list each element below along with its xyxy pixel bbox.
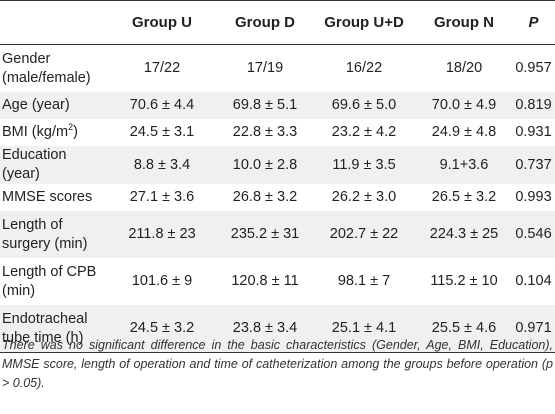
table-row: BMI (kg/m2) 24.5 ± 3.1 22.8 ± 3.3 23.2 ±… bbox=[0, 119, 555, 146]
table-row: Education (year) 8.8 ± 3.4 10.0 ± 2.8 11… bbox=[0, 146, 555, 184]
cell-group-d: 120.8 ± 11 bbox=[218, 258, 312, 305]
cell-group-u: 101.6 ± 9 bbox=[106, 258, 218, 305]
cell-group-n: 115.2 ± 10 bbox=[416, 258, 512, 305]
cell-group-d: 23.8 ± 3.4 bbox=[218, 305, 312, 353]
table-row: Gender (male/female) 17/22 17/19 16/22 1… bbox=[0, 44, 555, 92]
characteristics-table-container: Group U Group D Group U+D Group N P Gend… bbox=[0, 0, 555, 353]
table-row: Length of CPB (min) 101.6 ± 9 120.8 ± 11… bbox=[0, 258, 555, 305]
cell-group-d: 69.8 ± 5.1 bbox=[218, 92, 312, 119]
cell-group-ud: 26.2 ± 3.0 bbox=[312, 184, 416, 211]
cell-p-value: 0.993 bbox=[512, 184, 555, 211]
row-label: Education (year) bbox=[0, 146, 106, 184]
header-group-u: Group U bbox=[106, 0, 218, 45]
cell-group-u: 8.8 ± 3.4 bbox=[106, 146, 218, 184]
row-label: Gender (male/female) bbox=[0, 44, 106, 92]
cell-group-n: 24.9 ± 4.8 bbox=[416, 119, 512, 146]
cell-group-u: 27.1 ± 3.6 bbox=[106, 184, 218, 211]
header-group-d: Group D bbox=[218, 0, 312, 45]
table-row: Length of surgery (min) 211.8 ± 23 235.2… bbox=[0, 211, 555, 258]
row-label: Age (year) bbox=[0, 92, 106, 119]
table-row: MMSE scores 27.1 ± 3.6 26.8 ± 3.2 26.2 ±… bbox=[0, 184, 555, 211]
table-header-row: Group U Group D Group U+D Group N P bbox=[0, 0, 555, 45]
table-row: Endotracheal tube time (h) 24.5 ± 3.2 23… bbox=[0, 305, 555, 353]
cell-group-d: 26.8 ± 3.2 bbox=[218, 184, 312, 211]
cell-p-value: 0.737 bbox=[512, 146, 555, 184]
header-p-value: P bbox=[512, 0, 555, 45]
row-label: MMSE scores bbox=[0, 184, 106, 211]
row-label-superscript: 2 bbox=[68, 122, 74, 133]
cell-group-n: 26.5 ± 3.2 bbox=[416, 184, 512, 211]
cell-group-d: 22.8 ± 3.3 bbox=[218, 119, 312, 146]
row-label: Length of surgery (min) bbox=[0, 211, 106, 258]
characteristics-table: Group U Group D Group U+D Group N P Gend… bbox=[0, 0, 555, 353]
row-label-main: BMI (kg/m bbox=[2, 124, 69, 140]
cell-group-u: 24.5 ± 3.2 bbox=[106, 305, 218, 353]
header-group-n: Group N bbox=[416, 0, 512, 45]
cell-group-ud: 23.2 ± 4.2 bbox=[312, 119, 416, 146]
cell-p-value: 0.957 bbox=[512, 44, 555, 92]
cell-group-n: 18/20 bbox=[416, 44, 512, 92]
header-variable bbox=[0, 0, 106, 45]
cell-group-n: 25.5 ± 4.6 bbox=[416, 305, 512, 353]
cell-group-u: 70.6 ± 4.4 bbox=[106, 92, 218, 119]
cell-group-n: 70.0 ± 4.9 bbox=[416, 92, 512, 119]
cell-group-ud: 98.1 ± 7 bbox=[312, 258, 416, 305]
cell-group-u: 24.5 ± 3.1 bbox=[106, 119, 218, 146]
row-label: Length of CPB (min) bbox=[0, 258, 106, 305]
cell-group-d: 10.0 ± 2.8 bbox=[218, 146, 312, 184]
row-label-tail: ) bbox=[73, 124, 78, 140]
cell-group-ud: 11.9 ± 3.5 bbox=[312, 146, 416, 184]
cell-group-n: 9.1+3.6 bbox=[416, 146, 512, 184]
cell-group-ud: 16/22 bbox=[312, 44, 416, 92]
cell-group-n: 224.3 ± 25 bbox=[416, 211, 512, 258]
table-footnote: There was no significant difference in t… bbox=[2, 338, 553, 390]
cell-p-value: 0.971 bbox=[512, 305, 555, 353]
cell-group-d: 17/19 bbox=[218, 44, 312, 92]
cell-p-value: 0.819 bbox=[512, 92, 555, 119]
table-row: Age (year) 70.6 ± 4.4 69.8 ± 5.1 69.6 ± … bbox=[0, 92, 555, 119]
cell-p-value: 0.546 bbox=[512, 211, 555, 258]
cell-group-d: 235.2 ± 31 bbox=[218, 211, 312, 258]
cell-group-ud: 202.7 ± 22 bbox=[312, 211, 416, 258]
cell-group-ud: 25.1 ± 4.1 bbox=[312, 305, 416, 353]
cell-group-u: 211.8 ± 23 bbox=[106, 211, 218, 258]
header-group-ud: Group U+D bbox=[312, 0, 416, 45]
cell-group-u: 17/22 bbox=[106, 44, 218, 92]
row-label: Endotracheal tube time (h) bbox=[0, 305, 106, 353]
cell-p-value: 0.104 bbox=[512, 258, 555, 305]
row-label: BMI (kg/m2) bbox=[0, 119, 106, 146]
cell-p-value: 0.931 bbox=[512, 119, 555, 146]
cell-group-ud: 69.6 ± 5.0 bbox=[312, 92, 416, 119]
